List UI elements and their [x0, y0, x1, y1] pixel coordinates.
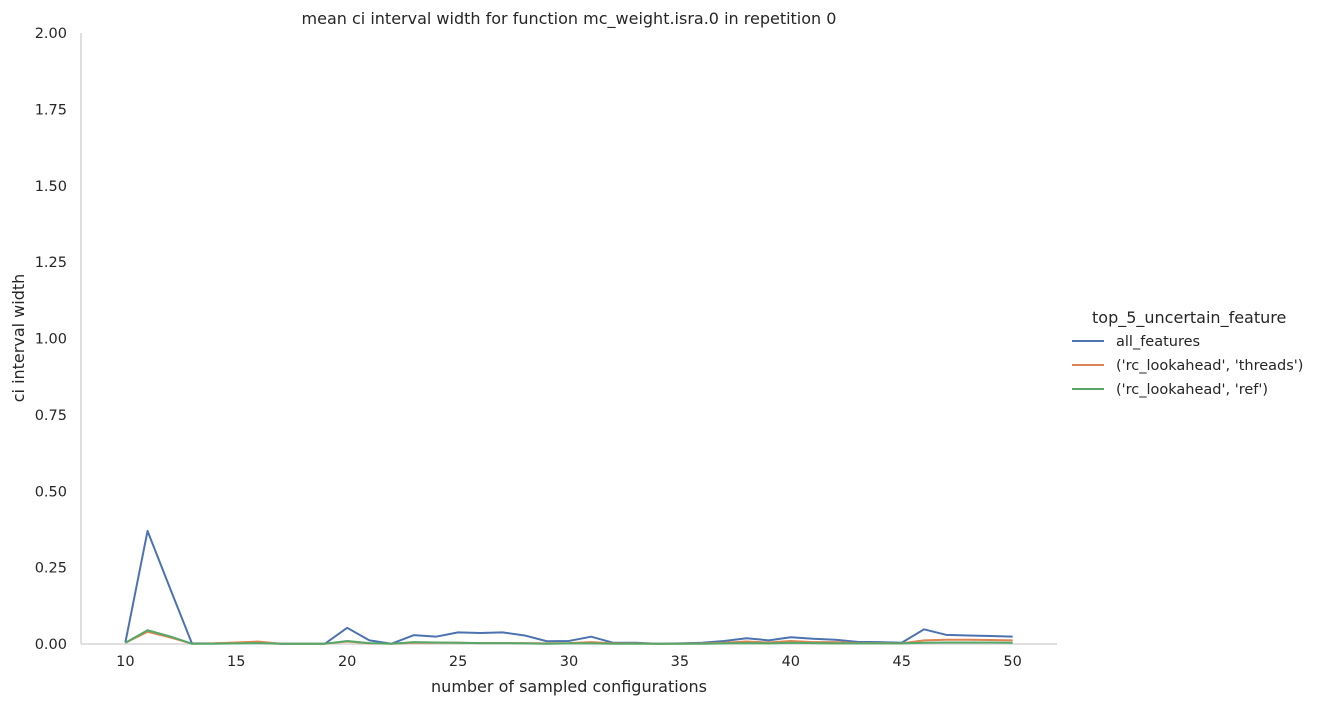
x-tick-label: 40	[782, 654, 800, 670]
legend-items: all_features ('rc_lookahead', 'threads') (…	[1072, 334, 1303, 398]
series-line	[124, 629, 1013, 645]
x-tick-label: 10	[116, 654, 134, 670]
x-tick-label: 15	[227, 654, 245, 670]
x-tick-label: 50	[1003, 654, 1021, 670]
chart-title: mean ci interval width for function mc_w…	[302, 9, 837, 29]
legend-label: ('rc_lookahead', 'ref')	[1116, 382, 1268, 398]
x-ticks: 10 15 20 25 30 35 40 45 50	[116, 654, 1022, 670]
x-tick-label: 20	[338, 654, 356, 670]
x-axis-title: number of sampled configurations	[431, 677, 707, 696]
axes	[80, 33, 1057, 645]
y-tick-label: 1.75	[35, 102, 67, 118]
y-tick-label: 1.00	[35, 332, 67, 348]
y-axis-title: ci interval width	[9, 274, 28, 403]
legend: top_5_uncertain_feature all_features ('rc…	[1072, 308, 1303, 398]
y-tick-label: 0.75	[35, 408, 67, 424]
y-tick-label: 1.50	[35, 179, 67, 195]
legend-label: all_features	[1116, 334, 1200, 350]
series-lines	[124, 529, 1013, 645]
legend-title: top_5_uncertain_feature	[1092, 308, 1286, 328]
x-tick-label: 45	[893, 654, 911, 670]
y-tick-label: 1.25	[35, 255, 67, 271]
y-ticks: 0.00 0.25 0.50 0.75 1.00 1.25 1.50 1.75 2.00	[35, 26, 67, 653]
series-line	[124, 529, 1013, 645]
x-tick-label: 30	[560, 654, 578, 670]
y-tick-label: 0.00	[35, 637, 67, 653]
x-tick-label: 25	[449, 654, 467, 670]
y-tick-label: 2.00	[35, 26, 67, 42]
legend-label: ('rc_lookahead', 'threads')	[1116, 358, 1303, 374]
y-tick-label: 0.50	[35, 484, 67, 500]
y-tick-label: 0.25	[35, 561, 67, 577]
x-tick-label: 35	[671, 654, 689, 670]
